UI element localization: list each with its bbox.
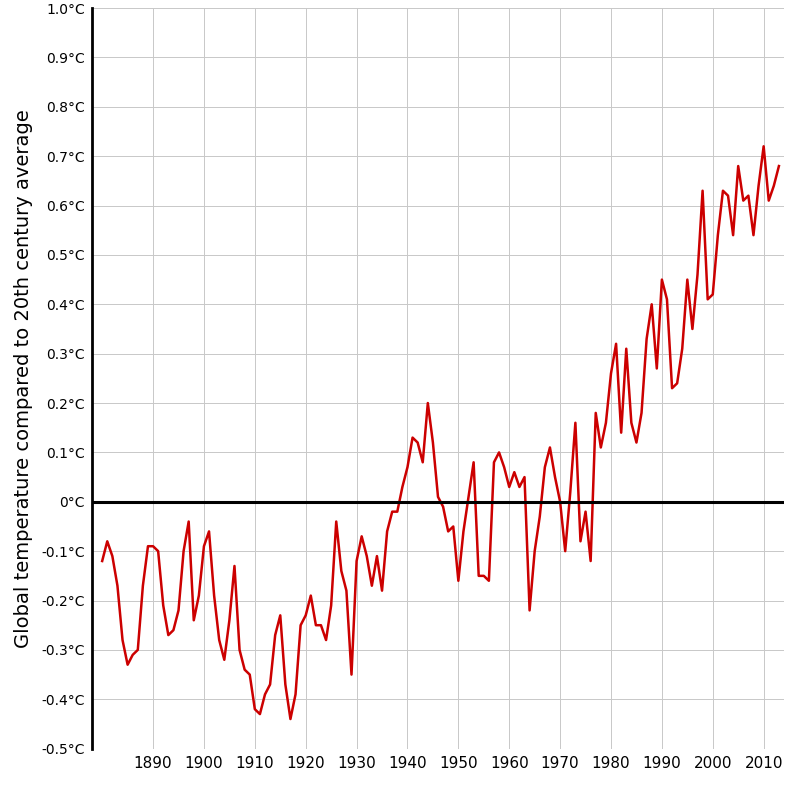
Y-axis label: Global temperature compared to 20th century average: Global temperature compared to 20th cent… [14, 109, 33, 648]
